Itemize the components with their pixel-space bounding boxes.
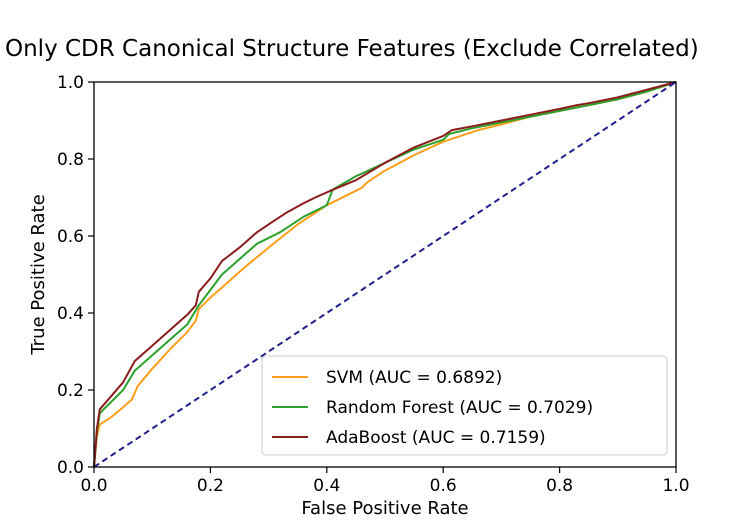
x-tick-label: 0.8 [546,476,573,496]
reference-diagonal-line [93,81,677,468]
y-tick-label: 0.8 [57,150,84,170]
y-tick-label: 0.4 [57,304,84,324]
x-axis-ticks: 0.0 0.2 0.4 0.6 0.8 1.0 [80,467,690,496]
legend: SVM (AUC = 0.6892) Random Forest (AUC = 0… [261,355,668,456]
y-axis-ticks: 0.0 0.2 0.4 0.6 0.8 1.0 [57,73,94,478]
y-axis-label: True Positive Rate [28,194,49,355]
legend-box [261,355,668,456]
plot-curves [93,81,677,468]
x-tick-label: 0.6 [430,476,457,496]
x-tick-label: 0.0 [80,476,107,496]
x-tick-label: 0.4 [313,476,340,496]
y-tick-label: 0.2 [57,381,84,401]
y-tick-label: 0.6 [57,227,84,247]
legend-entry-0: SVM (AUC = 0.6892) [326,368,502,388]
x-axis-label: False Positive Rate [301,498,468,519]
x-tick-label: 1.0 [662,476,689,496]
series-line-1 [93,81,677,468]
legend-entry-1: Random Forest (AUC = 0.7029) [326,398,593,418]
y-tick-label: 1.0 [57,73,84,93]
series-line-2 [93,81,677,468]
plot-frame [93,81,677,468]
y-tick-label: 0.0 [57,458,84,478]
chart-title: Only CDR Canonical Structure Features (E… [5,36,699,62]
legend-entry-2: AdaBoost (AUC = 0.7159) [326,428,546,448]
x-tick-label: 0.2 [197,476,224,496]
